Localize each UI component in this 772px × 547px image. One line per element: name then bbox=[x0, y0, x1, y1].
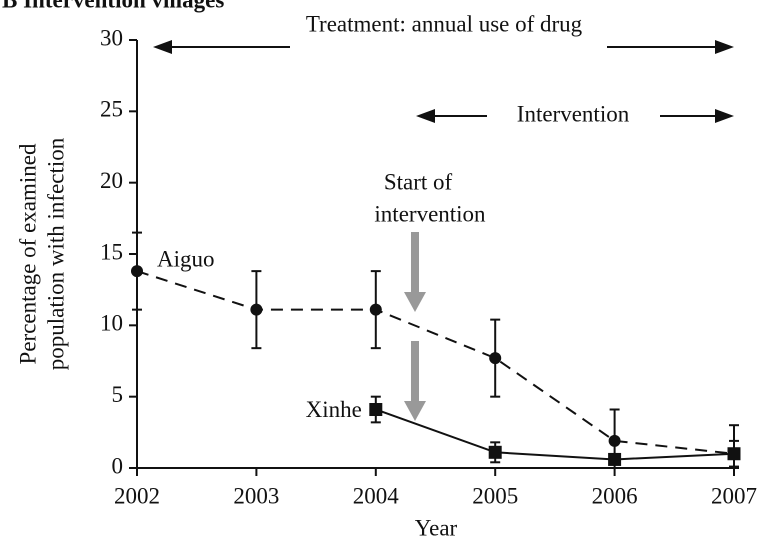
x-axis-label: Year bbox=[415, 515, 458, 540]
x-tick-label: 2005 bbox=[472, 483, 518, 508]
annotation: Start of bbox=[384, 169, 453, 194]
arrow-head bbox=[715, 40, 734, 54]
chart-title: B Intervention villages bbox=[2, 0, 224, 12]
x-tick-label: 2003 bbox=[233, 483, 279, 508]
annotation: Intervention bbox=[517, 101, 630, 126]
x-tick-label: 2007 bbox=[711, 483, 757, 508]
series-label: Xinhe bbox=[306, 397, 362, 422]
arrow-head bbox=[153, 40, 172, 54]
y-tick-label: 5 bbox=[112, 382, 124, 407]
point bbox=[608, 434, 621, 447]
gray-arrow-head bbox=[404, 401, 426, 421]
x-tick-label: 2004 bbox=[353, 483, 400, 508]
point bbox=[369, 303, 382, 316]
y-tick-label: 15 bbox=[100, 239, 123, 264]
y-axis-label: Percentage of examined bbox=[15, 143, 40, 364]
y-tick-label: 25 bbox=[100, 97, 123, 122]
point bbox=[488, 445, 502, 459]
point bbox=[727, 447, 741, 461]
point bbox=[608, 452, 622, 466]
point bbox=[131, 265, 143, 278]
series-line bbox=[136, 270, 735, 455]
annotation: Treatment: annual use of drug bbox=[306, 11, 583, 36]
y-tick-label: 0 bbox=[112, 453, 124, 478]
y-tick-label: 10 bbox=[100, 311, 123, 336]
arrow-head bbox=[715, 109, 734, 123]
y-tick-label: 30 bbox=[100, 25, 123, 50]
arrow-head bbox=[416, 109, 435, 123]
point bbox=[489, 352, 502, 365]
gray-arrow-head bbox=[404, 292, 426, 312]
x-tick-label: 2006 bbox=[592, 483, 638, 508]
point bbox=[369, 403, 383, 417]
point bbox=[250, 303, 263, 316]
series-line bbox=[375, 408, 735, 461]
annotation: intervention bbox=[374, 201, 486, 226]
gray-arrow bbox=[411, 341, 419, 403]
series-label: Aiguo bbox=[157, 246, 215, 271]
y-axis-label: population with infection bbox=[43, 137, 68, 370]
y-tick-label: 20 bbox=[100, 168, 123, 193]
x-tick-label: 2002 bbox=[114, 483, 160, 508]
gray-arrow bbox=[411, 232, 419, 294]
arrows bbox=[153, 40, 734, 421]
